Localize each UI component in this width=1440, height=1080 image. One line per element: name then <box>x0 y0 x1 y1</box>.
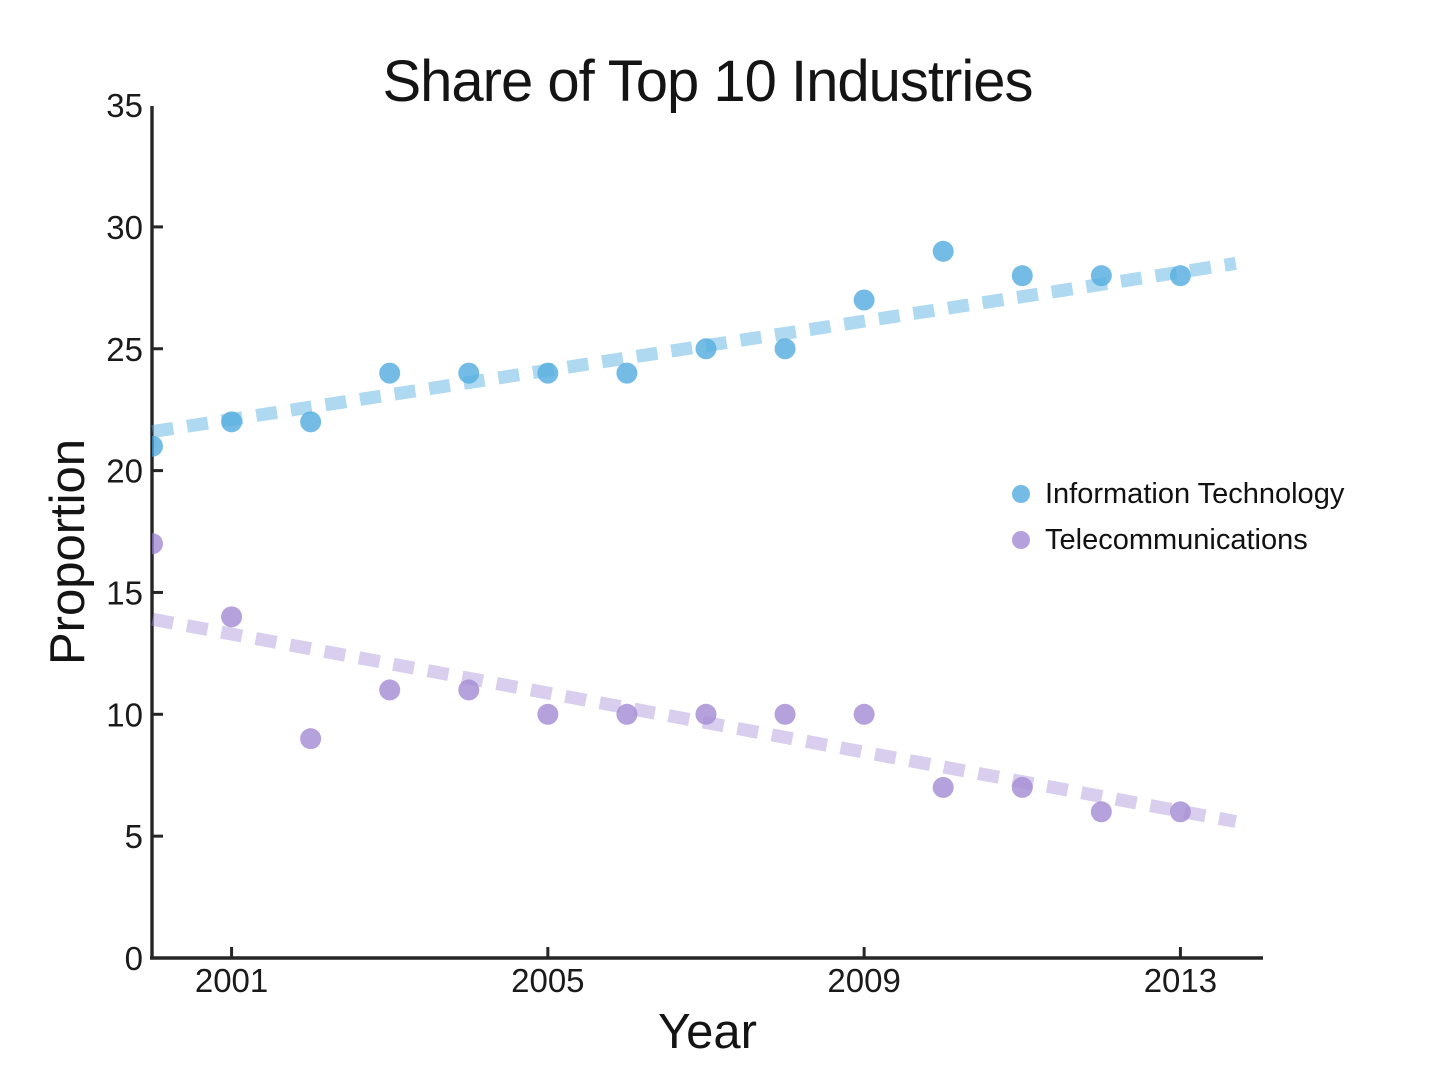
x-tick-label: 2001 <box>195 962 268 999</box>
data-point <box>695 703 717 725</box>
data-point <box>1169 801 1191 823</box>
legend-label-telecommunications: Telecommunications <box>1045 523 1308 556</box>
x-tick-label: 2005 <box>511 962 584 999</box>
data-point <box>1169 265 1191 287</box>
data-point <box>616 703 638 725</box>
data-point <box>537 362 559 384</box>
data-point <box>774 338 796 360</box>
data-point <box>1090 265 1112 287</box>
y-tick-label: 5 <box>125 818 143 855</box>
y-tick-label: 20 <box>106 453 143 490</box>
legend-marker-circle-icon <box>1012 485 1030 503</box>
data-point <box>932 776 954 798</box>
legend-marker-circle-icon <box>1012 531 1030 549</box>
data-point <box>695 338 717 360</box>
data-point <box>152 435 163 457</box>
data-point <box>221 411 243 433</box>
data-point <box>853 289 875 311</box>
data-point <box>458 362 480 384</box>
data-point <box>537 703 559 725</box>
y-tick-label: 10 <box>106 696 143 733</box>
x-axis-label: Year <box>657 1005 757 1059</box>
trend-line <box>151 257 1237 439</box>
data-point <box>616 362 638 384</box>
y-tick-label: 25 <box>106 331 143 368</box>
data-point <box>152 533 163 555</box>
data-point <box>774 703 796 725</box>
trend-line <box>151 612 1237 828</box>
data-point <box>1090 801 1112 823</box>
legend: Information Technology Telecommunication… <box>1012 471 1344 563</box>
data-point <box>300 411 322 433</box>
y-tick-label: 15 <box>106 574 143 611</box>
x-tick-label: 2013 <box>1144 962 1217 999</box>
legend-label-information-technology: Information Technology <box>1045 477 1345 510</box>
y-tick-label: 35 <box>106 87 143 124</box>
data-point <box>932 240 954 262</box>
series-points-information-technology <box>152 240 1191 457</box>
legend-item-telecommunications: Telecommunications <box>1012 517 1344 563</box>
data-point <box>300 728 322 750</box>
y-tick-label: 0 <box>125 940 143 977</box>
data-point <box>379 679 401 701</box>
legend-item-information-technology: Information Technology <box>1012 471 1344 517</box>
data-point <box>1011 265 1033 287</box>
series-points-telecommunications <box>152 533 1191 823</box>
x-tick-label: 2009 <box>827 962 900 999</box>
chart-title: Share of Top 10 Industries <box>382 49 1033 114</box>
data-point <box>221 606 243 628</box>
data-point <box>1011 776 1033 798</box>
data-point <box>379 362 401 384</box>
data-point <box>853 703 875 725</box>
y-tick-label: 30 <box>106 209 143 246</box>
data-point <box>458 679 480 701</box>
